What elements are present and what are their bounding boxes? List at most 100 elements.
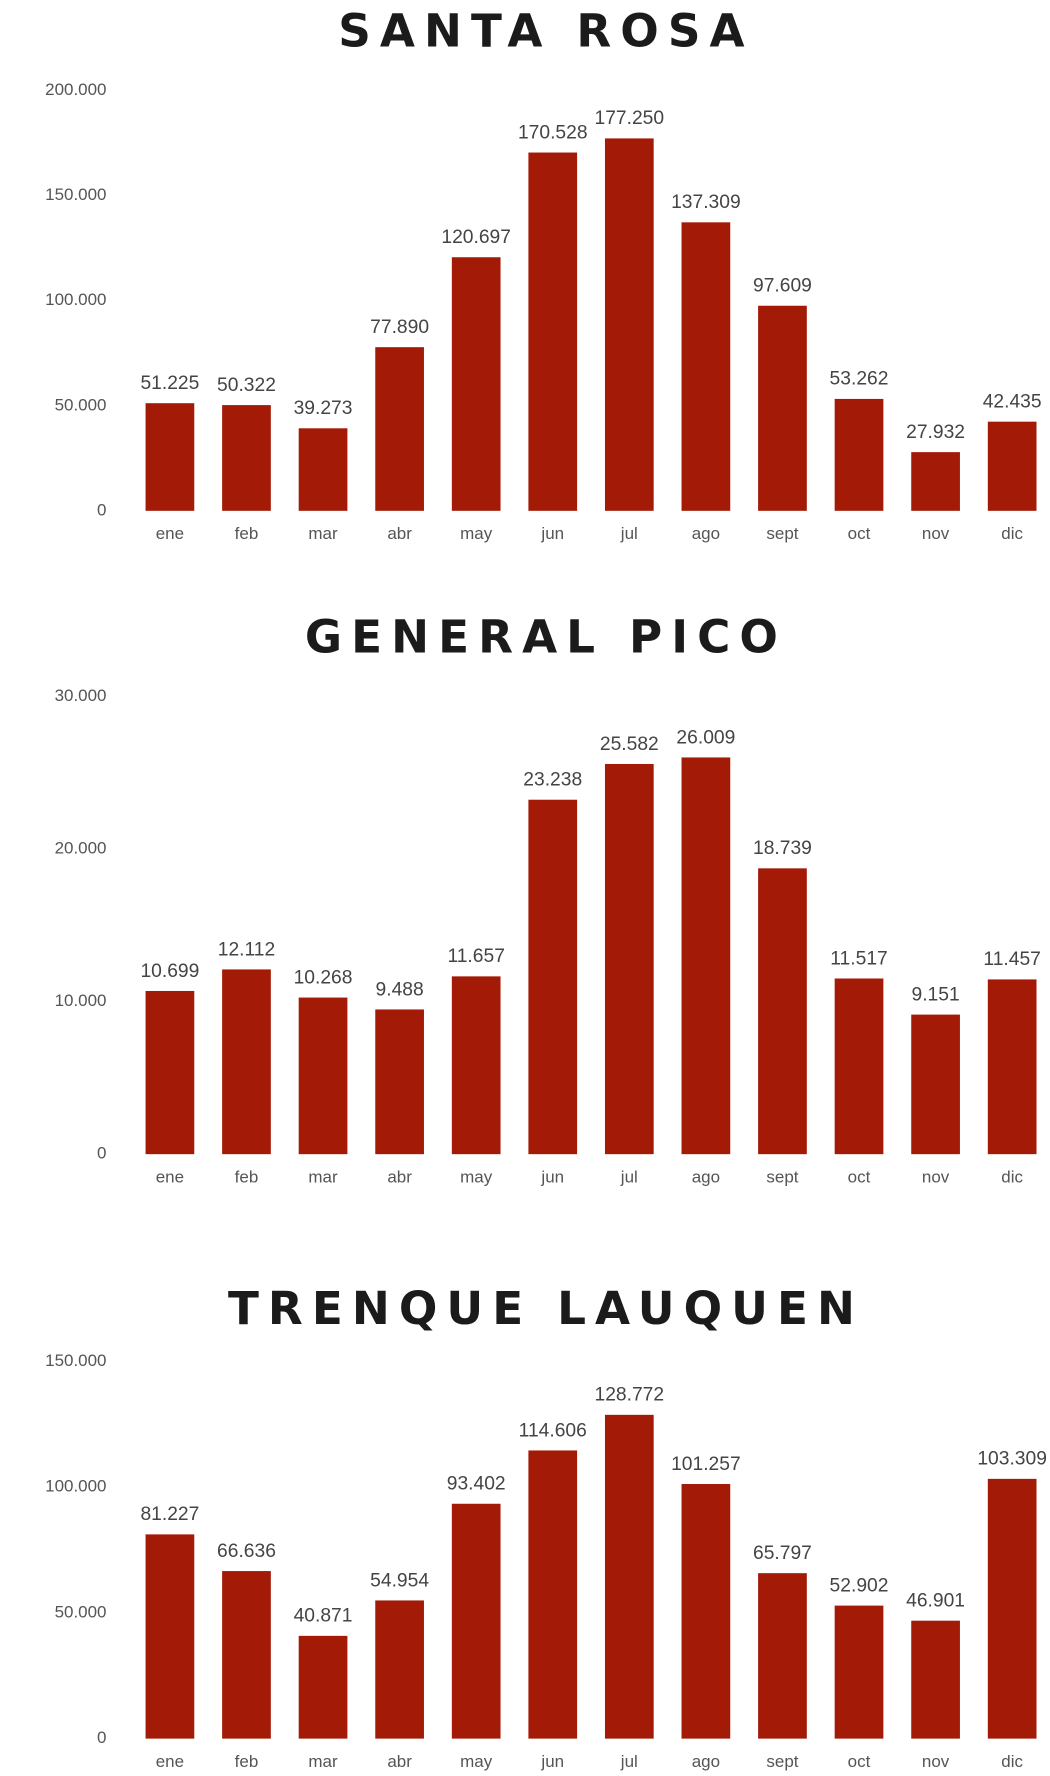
- x-tick-label: ago: [692, 1167, 720, 1186]
- value-label: 51.225: [140, 373, 199, 394]
- x-tick-label: may: [460, 1167, 493, 1186]
- x-tick-label: ago: [692, 524, 720, 543]
- bar: [911, 452, 960, 511]
- chart-title: GENERAL PICO: [305, 610, 787, 663]
- x-tick-label: jul: [620, 524, 638, 543]
- x-tick-label: ene: [156, 524, 184, 543]
- bar: [451, 976, 501, 1155]
- x-tick-label: mar: [308, 1167, 338, 1186]
- x-tick-label: abr: [387, 524, 412, 543]
- value-label: 137.309: [671, 192, 741, 213]
- y-tick-label: 0: [97, 500, 106, 519]
- value-label: 54.954: [370, 1570, 429, 1591]
- bar: [834, 978, 884, 1155]
- y-tick-label: 20.000: [55, 839, 107, 858]
- y-tick-label: 10.000: [55, 991, 107, 1010]
- bar: [604, 1414, 654, 1739]
- value-label: 128.772: [595, 1385, 665, 1406]
- bar: [834, 1605, 884, 1739]
- value-label: 11.517: [830, 948, 887, 969]
- value-label: 11.457: [983, 949, 1040, 970]
- bar: [451, 257, 501, 511]
- x-tick-label: may: [460, 1752, 493, 1771]
- value-label: 10.699: [140, 961, 199, 982]
- y-tick-label: 100.000: [45, 290, 106, 309]
- bar: [834, 398, 884, 511]
- value-label: 23.238: [523, 770, 582, 791]
- value-label: 81.227: [140, 1504, 199, 1525]
- x-tick-label: ene: [156, 1752, 184, 1771]
- value-label: 77.890: [370, 317, 429, 338]
- x-tick-label: may: [460, 524, 493, 543]
- x-tick-label: oct: [848, 1752, 871, 1771]
- x-tick-label: mar: [308, 1752, 338, 1771]
- bar: [145, 1534, 195, 1739]
- value-label: 46.901: [906, 1591, 965, 1612]
- x-tick-label: oct: [848, 1167, 871, 1186]
- x-tick-label: nov: [922, 1752, 950, 1771]
- value-label: 27.932: [906, 422, 965, 443]
- value-label: 103.309: [977, 1449, 1047, 1470]
- x-tick-label: dic: [1001, 1752, 1023, 1771]
- bar: [222, 1571, 271, 1739]
- value-label: 65.797: [753, 1543, 812, 1564]
- x-tick-label: abr: [387, 1167, 412, 1186]
- value-label: 25.582: [600, 734, 659, 755]
- x-tick-label: jul: [620, 1752, 638, 1771]
- y-tick-label: 0: [97, 1728, 106, 1747]
- x-tick-label: feb: [235, 1752, 259, 1771]
- value-label: 120.697: [441, 227, 511, 248]
- x-tick-label: sept: [766, 1752, 798, 1771]
- chart-title: SANTA ROSA: [338, 4, 753, 57]
- bar: [987, 1478, 1037, 1739]
- y-tick-label: 50.000: [55, 395, 107, 414]
- value-label: 170.528: [518, 122, 588, 143]
- x-tick-label: dic: [1001, 524, 1023, 543]
- y-tick-label: 150.000: [45, 185, 106, 204]
- bar: [298, 428, 348, 511]
- bar: [528, 799, 578, 1155]
- x-tick-label: jun: [540, 1167, 564, 1186]
- value-label: 101.257: [671, 1454, 741, 1475]
- x-tick-label: ago: [692, 1752, 720, 1771]
- bar: [145, 990, 195, 1155]
- value-label: 9.488: [376, 979, 424, 1000]
- x-tick-label: nov: [922, 524, 950, 543]
- value-label: 11.657: [447, 946, 504, 967]
- value-label: 114.606: [519, 1420, 587, 1441]
- value-label: 26.009: [676, 727, 735, 748]
- x-tick-label: jul: [620, 1167, 638, 1186]
- bar: [375, 347, 424, 511]
- x-tick-label: feb: [235, 524, 259, 543]
- bar: [298, 1635, 348, 1739]
- bar: [451, 1503, 501, 1739]
- bar: [758, 305, 807, 511]
- y-tick-label: 150.000: [45, 1351, 106, 1370]
- x-tick-label: abr: [387, 1752, 412, 1771]
- bar: [758, 1573, 807, 1739]
- bar: [681, 757, 731, 1155]
- value-label: 52.902: [830, 1575, 889, 1596]
- bar: [604, 763, 654, 1155]
- bar: [298, 997, 348, 1155]
- bar: [758, 868, 807, 1155]
- bar: [222, 405, 271, 511]
- value-label: 97.609: [753, 276, 812, 297]
- value-label: 53.262: [830, 369, 889, 390]
- bar: [528, 1450, 578, 1739]
- x-tick-label: dic: [1001, 1167, 1023, 1186]
- bar: [987, 421, 1037, 511]
- bar: [375, 1009, 424, 1155]
- y-tick-label: 0: [97, 1144, 106, 1163]
- x-tick-label: oct: [848, 524, 871, 543]
- value-label: 93.402: [447, 1474, 506, 1495]
- bar: [911, 1620, 960, 1739]
- chart-title: TRENQUE LAUQUEN: [228, 1282, 864, 1335]
- value-label: 40.871: [294, 1606, 353, 1627]
- value-label: 12.112: [218, 939, 275, 960]
- bar: [681, 1484, 731, 1739]
- x-tick-label: nov: [922, 1167, 950, 1186]
- bar: [987, 979, 1037, 1155]
- value-label: 177.250: [595, 108, 665, 129]
